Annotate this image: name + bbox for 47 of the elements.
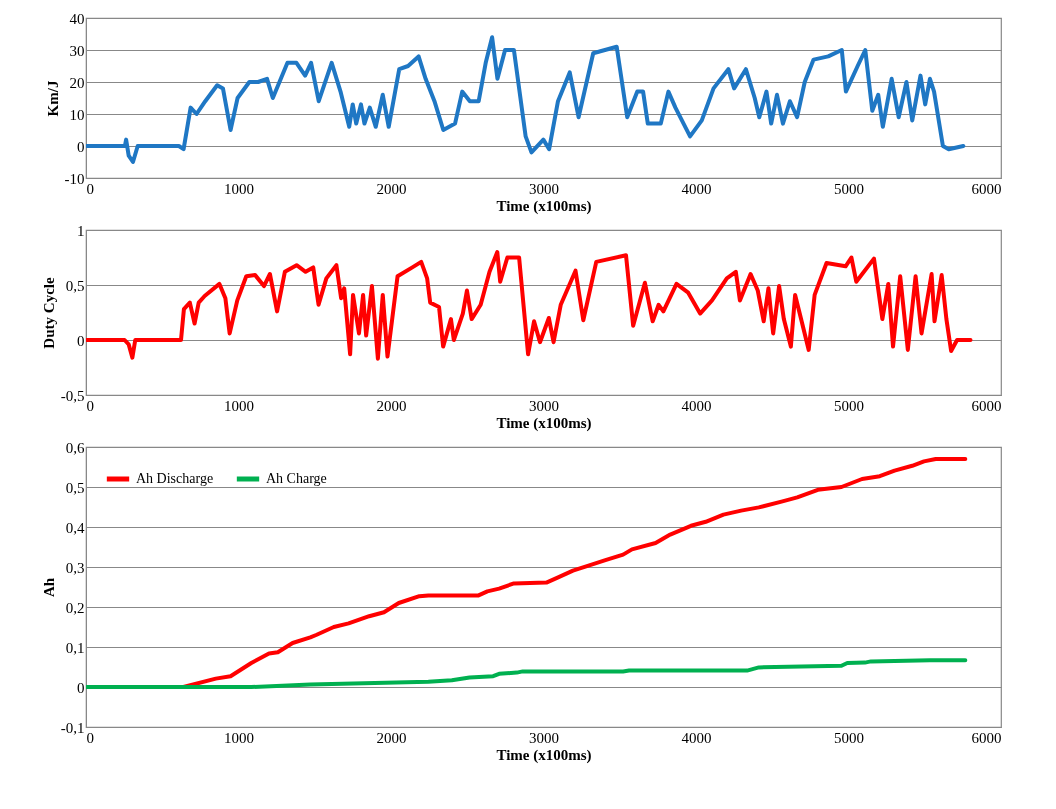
x-tick-label: 1000 [224,180,254,197]
y-tick-label: 0,5 [65,277,85,294]
y-tick-label: 10 [69,106,85,123]
line-series [86,658,968,689]
line-series [86,250,973,361]
y-axis-title: Ah [40,577,57,598]
x-tick-label: 4000 [681,729,712,746]
x-tick-label: 6000 [971,180,1002,197]
y-tick-label: 0 [77,138,85,155]
y-tick-label: -10 [64,170,85,187]
y-axis-title: Duty Cycle [40,277,57,349]
y-tick-label: 0,5 [65,479,85,496]
x-tick-label: 1000 [224,729,254,746]
x-axis-title: Time (x100ms) [496,197,592,215]
y-tick-label: -0,5 [60,387,85,404]
x-tick-label: 5000 [834,397,864,414]
x-tick-label: 3000 [529,729,559,746]
y-tick-label: 0,4 [65,519,85,536]
y-tick-label: 30 [69,42,85,59]
y-tick-label: 0 [77,332,85,349]
x-tick-label: 2000 [376,397,407,414]
x-tick-label: 6000 [971,397,1002,414]
x-axis-title: Time (x100ms) [496,746,592,764]
y-tick-label: 20 [69,74,85,91]
x-tick-label: 4000 [681,397,712,414]
y-tick-label: -0,1 [60,719,85,736]
y-tick-label: 0,2 [65,599,85,616]
x-tick-label: 2000 [376,729,407,746]
x-axis-title: Time (x100ms) [496,414,592,432]
x-tick-label: 2000 [376,180,407,197]
x-tick-label: 6000 [971,729,1002,746]
y-tick-label: 0 [77,679,85,696]
x-tick-label: 5000 [834,729,864,746]
y-tick-label: 1 [77,222,85,239]
x-tick-label: 5000 [834,180,864,197]
x-tick-label: 3000 [529,180,559,197]
x-tick-label: 3000 [529,397,559,414]
y-tick-label: 0,3 [65,559,85,576]
x-tick-label: 4000 [681,180,712,197]
y-tick-label: 0,1 [65,639,85,656]
y-tick-label: 0,6 [65,439,85,456]
legend-label: Ah Charge [266,471,327,486]
line-series [86,35,966,164]
y-axis-title: Km/J [44,80,61,117]
legend-label: Ah Discharge [136,471,214,486]
x-tick-label: 1000 [224,397,254,414]
y-tick-label: 40 [69,10,85,27]
